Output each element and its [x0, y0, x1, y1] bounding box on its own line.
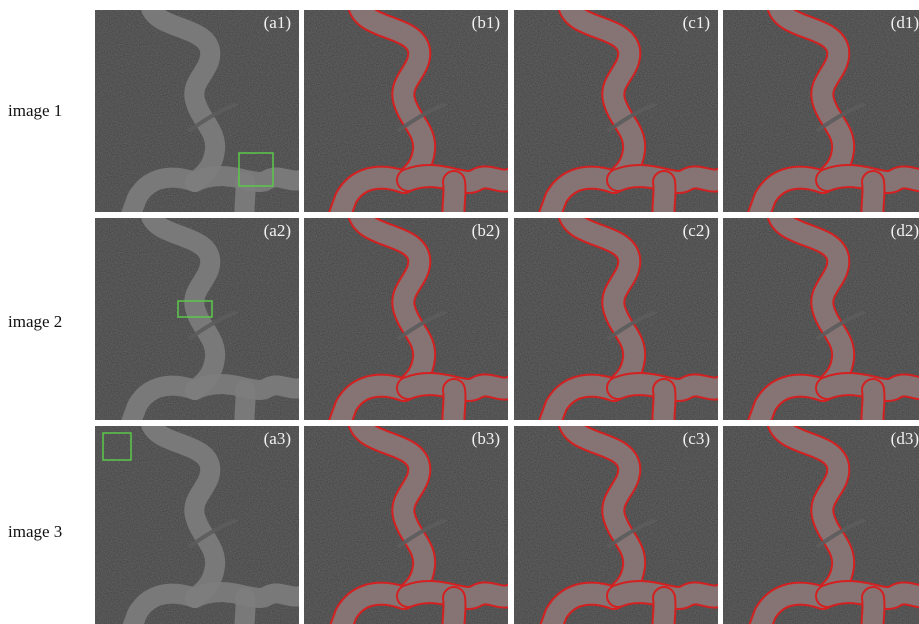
panel: (c2) — [514, 213, 724, 428]
panel: (a3) — [95, 421, 305, 624]
panel-image — [514, 213, 724, 428]
vessel — [872, 182, 873, 220]
vessel — [872, 598, 873, 624]
panel-label: (b2) — [472, 221, 500, 240]
panel: (b1) — [304, 5, 514, 220]
panel: (a2) — [95, 213, 305, 428]
vessel — [453, 182, 454, 220]
vessel — [663, 390, 664, 428]
panel-image — [95, 213, 305, 428]
vessel — [663, 182, 664, 220]
panel: (b2) — [304, 213, 514, 428]
panel-image — [723, 213, 919, 428]
vessel — [244, 182, 245, 220]
row-label: image 3 — [8, 522, 62, 541]
row-label: image 1 — [8, 101, 62, 120]
panel-label: (c3) — [683, 429, 710, 448]
panel-image — [514, 5, 724, 220]
vessel — [244, 598, 245, 624]
panel-image — [723, 5, 919, 220]
panel-image — [304, 213, 514, 428]
vessel — [453, 598, 454, 624]
panel: (c1) — [514, 5, 724, 220]
vessel — [244, 390, 245, 428]
panel: (c3) — [514, 421, 724, 624]
panel-label: (b1) — [472, 13, 500, 32]
vessel — [872, 390, 873, 428]
panel-label: (a1) — [264, 13, 291, 32]
panel-label: (a3) — [264, 429, 291, 448]
panel-label: (c1) — [683, 13, 710, 32]
panel-image — [304, 421, 514, 624]
panel-label: (b3) — [472, 429, 500, 448]
panel-image — [95, 421, 305, 624]
panel: (d1) — [723, 5, 919, 220]
vessel — [453, 390, 454, 428]
panel-image — [514, 421, 724, 624]
panel: (b3) — [304, 421, 514, 624]
panel-label: (d2) — [891, 221, 919, 240]
panel-label: (d3) — [891, 429, 919, 448]
panel-label: (c2) — [683, 221, 710, 240]
panel-image — [723, 421, 919, 624]
vessel — [663, 598, 664, 624]
panel-image — [304, 5, 514, 220]
panel-label: (a2) — [264, 221, 291, 240]
panel-label: (d1) — [891, 13, 919, 32]
panel: (d2) — [723, 213, 919, 428]
panel: (d3) — [723, 421, 919, 624]
row-label: image 2 — [8, 312, 62, 331]
panel: (a1) — [95, 5, 305, 220]
panel-image — [95, 5, 305, 220]
figure: image 1 (a1) (b1) (c1) (d1) image 2 (a2) (b2) (c… — [0, 0, 919, 624]
